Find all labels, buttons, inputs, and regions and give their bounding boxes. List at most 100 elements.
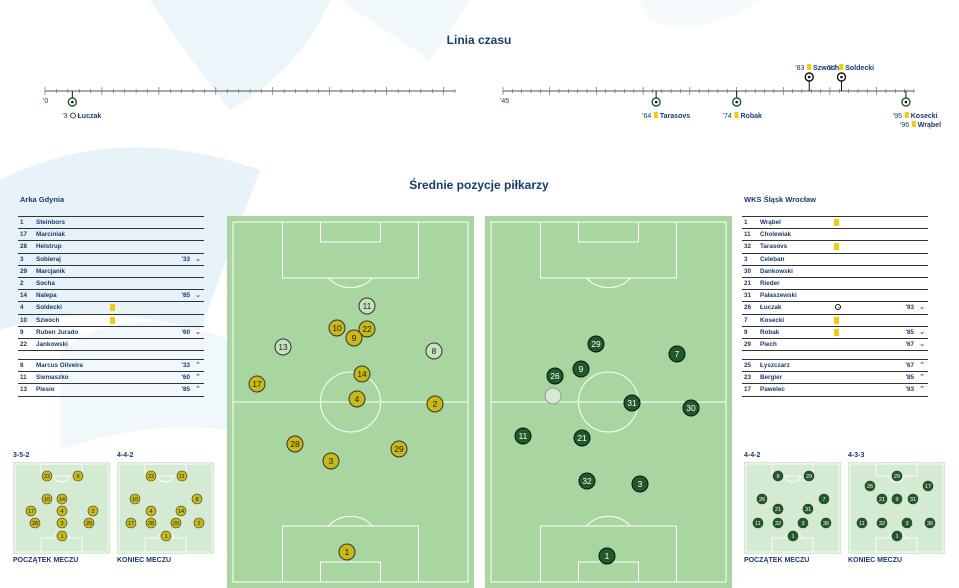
svg-text:4: 4 [60,509,63,515]
player-number: 2 [20,279,24,287]
svg-text:Tarasovs: Tarasovs [660,113,690,120]
formation-marker-10: 10 [41,493,53,505]
player-number: 22 [20,340,28,348]
formation-marker-30: 30 [924,517,936,529]
svg-text:9: 9 [352,333,357,343]
roster-row: 8 Marcus Oliveira '33 ⌃ [18,360,204,373]
roster-row: 1 Steinbors [18,217,204,230]
roster-row: 3 Sobieraj '33 ⌄ [18,254,204,266]
player-number: 28 [20,243,28,251]
player-name: Wrąbel [760,219,781,226]
player-marker-32: 32 [578,472,596,490]
roster-row: 25 Łyszczarz '67 ⌃ [742,360,928,373]
timeline-label-tarasovs: '64 Tarasovs [642,112,690,120]
svg-text:30: 30 [686,403,696,413]
player-name: Socha [36,279,55,287]
svg-text:28: 28 [290,439,300,449]
player-name: Marciniak [36,231,66,239]
svg-text:8: 8 [432,346,437,356]
yellow-card-icon [834,328,839,336]
svg-text:30: 30 [823,521,829,527]
player-number: 30 [744,267,752,275]
roster-row: 4 Soldecki [18,302,204,315]
svg-text:17: 17 [128,521,134,527]
roster-row: 22 Jankowski [18,339,204,352]
svg-text:11: 11 [363,301,372,311]
player-number: 9 [744,328,748,336]
svg-text:29: 29 [394,444,404,454]
formation-marker-29: 29 [803,470,815,482]
player-number: 3 [20,255,24,263]
player-name: Rieder [760,279,780,287]
roster-row: 14 Nalepa '85 ⌄ [18,290,204,303]
player-marker-14: 14 [353,365,371,383]
svg-text:3: 3 [329,456,334,466]
player-marker-9: 9 [572,360,590,378]
roster-row: 29 Piech '67 ⌄ [742,339,928,352]
player-number: 26 [744,304,752,312]
player-name: Dankowski [760,267,793,275]
svg-text:9: 9 [776,474,779,480]
player-marker-3: 3 [322,452,340,470]
svg-text:29: 29 [591,339,601,349]
player-number: 32 [744,243,752,251]
yellow-card-icon [110,304,115,312]
svg-text:22: 22 [44,474,50,480]
roster-row: 9 Ruben Jurado '60 ⌄ [18,327,204,339]
svg-text:21: 21 [775,507,781,513]
formation-marker-32: 32 [772,517,784,529]
formation-marker-8: 8 [191,493,203,505]
player-marker-7: 7 [668,345,686,363]
formation-marker-26: 26 [756,493,768,505]
svg-text:'74: '74 [723,113,732,120]
svg-text:2: 2 [433,399,438,409]
player-name: Ruben Jurado [36,328,79,336]
player-number: 9 [20,328,24,336]
svg-text:Soldecki: Soldecki [845,65,874,72]
sub-out-arrow-icon: ⌄ [195,292,201,300]
player-marker-10: 10 [328,319,346,337]
svg-text:29: 29 [173,521,179,527]
player-number: 8 [20,362,24,370]
timeline-event-szwoch [804,72,814,91]
sub-time: '93 [905,386,914,394]
svg-text:9: 9 [579,364,584,374]
svg-text:29: 29 [86,521,92,527]
timeline-start-label: '0 [43,98,48,105]
player-number: 10 [20,316,28,324]
slask-end-label: KONIEC MECZU [848,557,903,564]
svg-text:31: 31 [910,497,916,503]
arka-start-label: POCZĄTEK MECZU [13,557,79,564]
svg-text:29: 29 [806,474,812,480]
svg-text:32: 32 [879,521,885,527]
player-marker-8: 8 [425,342,443,360]
svg-text:11: 11 [179,474,185,480]
player-marker-ghost [544,387,562,405]
arka-start-formation-name: 3-5-2 [13,452,30,459]
svg-text:Łuczak: Łuczak [78,113,102,120]
goal-ball-icon [835,304,841,311]
svg-text:32: 32 [775,521,781,527]
player-name: Piech [760,340,777,348]
formation-marker-30: 30 [820,517,832,529]
slask-team-name: WKS Śląsk Wrocław [744,195,816,204]
roster-row: 11 Cholewiak [742,229,928,242]
roster-row: 32 Tarasovs [742,241,928,254]
yellow-card-icon [807,64,812,70]
player-name: Pawelec [760,386,785,394]
svg-text:4: 4 [355,394,360,404]
yellow-card-icon [834,219,839,226]
sub-in-arrow-icon: ⌃ [919,362,925,370]
player-marker-9: 9 [345,329,363,347]
roster-row: 29 Marcjanik [18,266,204,278]
player-name: Jankowski [36,340,68,348]
timeline-label-łuczak: '3 Łuczak [62,112,102,120]
svg-text:3: 3 [60,521,63,527]
sub-out-arrow-icon: ⌄ [195,255,201,263]
svg-text:4: 4 [149,509,152,515]
player-number: 29 [744,340,752,348]
timeline-event-soldecki [836,72,847,91]
svg-text:8: 8 [195,497,198,503]
player-name: Kosecki [760,316,785,324]
svg-text:31: 31 [627,398,637,408]
